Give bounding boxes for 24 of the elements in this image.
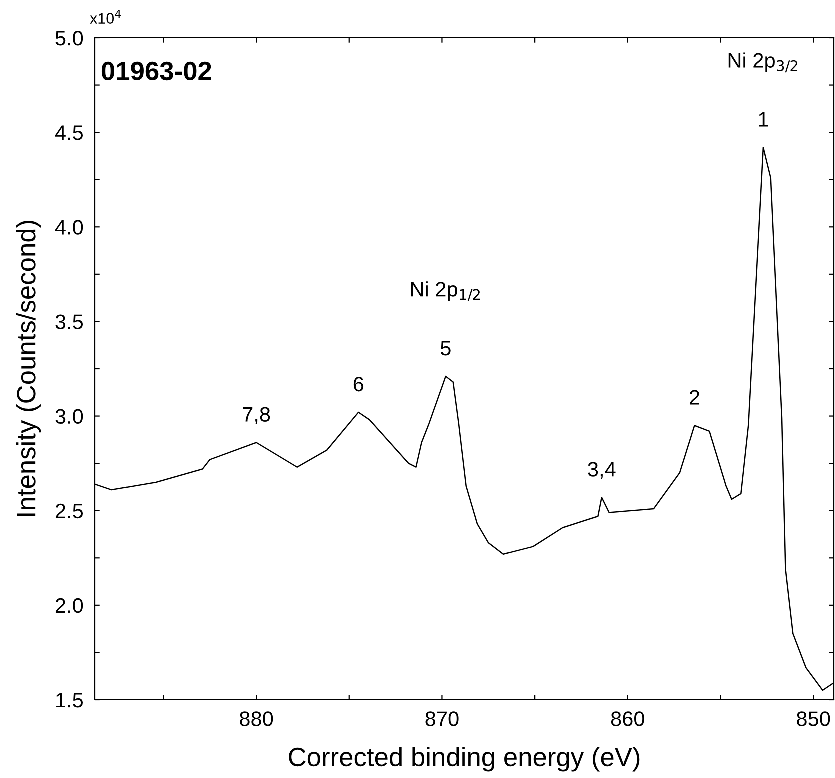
y-axis-title: Intensity (Counts/second)	[16, 221, 42, 516]
y-tick-label: 2.5	[56, 504, 84, 519]
x-tick-label: 880	[240, 712, 274, 726]
y-tick-label: 3.5	[56, 314, 84, 330]
y-tick-label: 4.0	[55, 220, 84, 235]
annotation: 3,4	[588, 462, 616, 480]
annotation: 7,8	[243, 407, 270, 424]
x-tick-label: 860	[611, 712, 644, 726]
annotation: 1	[759, 112, 768, 127]
x-tick-label: 870	[426, 712, 459, 726]
y-tick-label: 5.0	[56, 31, 84, 46]
y-tick-label: 2.0	[56, 598, 84, 614]
x-axis-title: Corrected binding energy (eV)	[289, 747, 640, 772]
annotation: 6	[354, 376, 364, 392]
annotation: Ni 2p$_{3/2}$	[728, 52, 798, 73]
y-tick-label: 1.5	[56, 693, 84, 708]
annotation: 2	[690, 390, 700, 405]
x-tick-label: 850	[797, 712, 830, 726]
y-tick-label: 4.5	[55, 126, 84, 140]
annotation: 01963-02	[102, 62, 212, 81]
y-tick-label: 3.0	[56, 409, 84, 424]
annotation: Ni 2p$_{1/2}$	[411, 282, 480, 302]
annotation: 5	[440, 341, 451, 356]
text: x10$^{4}$	[90, 10, 121, 24]
